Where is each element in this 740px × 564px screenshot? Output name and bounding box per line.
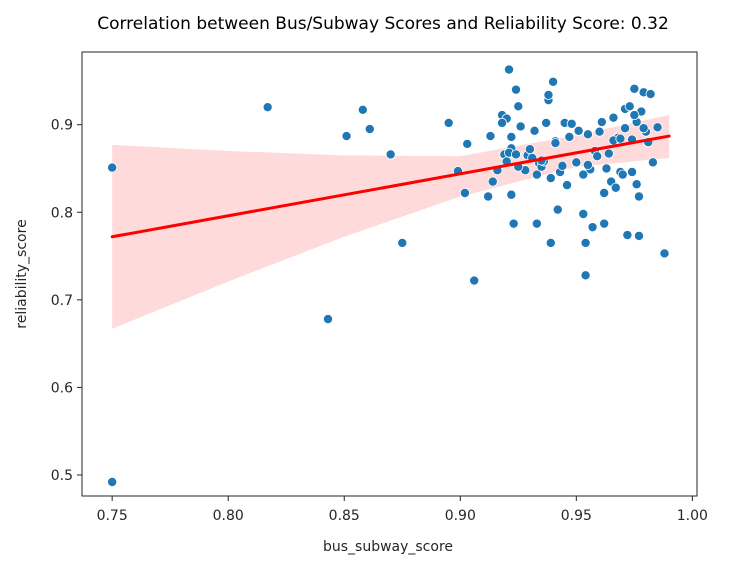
data-point xyxy=(608,112,619,123)
data-point xyxy=(541,117,552,128)
y-tick-label: 0.6 xyxy=(51,380,73,396)
data-point xyxy=(580,237,591,248)
data-point xyxy=(341,131,352,142)
data-point xyxy=(573,125,584,136)
data-point xyxy=(557,160,568,171)
data-point xyxy=(513,101,524,112)
data-point xyxy=(610,182,621,193)
data-point xyxy=(529,125,540,136)
data-point xyxy=(107,476,118,487)
data-point xyxy=(566,118,577,129)
data-point xyxy=(550,138,561,149)
data-point xyxy=(364,124,375,135)
data-point xyxy=(633,230,644,241)
data-point xyxy=(582,129,593,140)
data-point xyxy=(603,148,614,159)
data-point xyxy=(459,187,470,198)
y-axis-ticks: 0.5 0.6 0.7 0.8 0.9 xyxy=(51,118,82,484)
data-point xyxy=(545,173,556,184)
data-point xyxy=(592,151,603,162)
x-tick-label: 0.85 xyxy=(329,508,360,524)
y-tick-label: 0.7 xyxy=(51,293,73,309)
data-point xyxy=(617,169,628,180)
data-point xyxy=(504,64,515,75)
data-point xyxy=(594,126,605,137)
data-point xyxy=(262,102,273,113)
data-point xyxy=(578,169,589,180)
x-tick-label: 1.00 xyxy=(677,508,708,524)
data-point xyxy=(107,162,118,173)
data-point xyxy=(462,138,473,149)
data-point xyxy=(497,117,508,128)
data-point xyxy=(638,123,649,134)
data-point xyxy=(596,117,607,128)
data-point xyxy=(659,248,670,259)
data-point xyxy=(633,191,644,202)
y-tick-label: 0.9 xyxy=(51,118,73,134)
y-axis-label: reliability_score xyxy=(14,219,30,328)
data-point xyxy=(624,101,635,112)
data-point xyxy=(469,275,480,286)
x-tick-label: 0.90 xyxy=(445,508,476,524)
data-point xyxy=(357,104,368,115)
data-point xyxy=(443,117,454,128)
data-point xyxy=(545,237,556,248)
data-point xyxy=(645,89,656,100)
x-axis-ticks: 0.75 0.80 0.85 0.90 0.95 1.00 xyxy=(97,496,708,524)
data-point xyxy=(620,123,631,134)
x-tick-label: 0.95 xyxy=(561,508,592,524)
data-point xyxy=(578,209,589,220)
regression-line-layer xyxy=(110,134,671,239)
data-point xyxy=(487,176,498,187)
data-point xyxy=(599,187,610,198)
y-tick-label: 0.8 xyxy=(51,205,73,221)
data-point xyxy=(599,218,610,229)
data-point xyxy=(622,230,633,241)
data-point xyxy=(524,144,535,155)
data-point xyxy=(510,149,521,160)
regression-line xyxy=(110,134,671,239)
data-point xyxy=(543,89,554,100)
data-point xyxy=(647,157,658,168)
data-point xyxy=(385,149,396,160)
data-point xyxy=(515,121,526,132)
data-point xyxy=(601,163,612,174)
data-point xyxy=(506,189,517,200)
plot-frame xyxy=(81,51,698,497)
data-point xyxy=(580,270,591,281)
x-axis-label: bus_subway_score xyxy=(323,539,453,555)
data-point xyxy=(562,180,573,191)
data-point xyxy=(506,131,517,142)
data-point xyxy=(483,191,494,202)
data-point xyxy=(564,131,575,142)
data-point xyxy=(631,179,642,190)
data-point xyxy=(552,204,563,215)
data-point xyxy=(322,314,333,325)
x-tick-label: 0.75 xyxy=(97,508,128,524)
data-point xyxy=(587,222,598,233)
data-point xyxy=(652,122,663,133)
data-point xyxy=(629,110,640,121)
data-point xyxy=(508,218,519,229)
data-point xyxy=(531,218,542,229)
chart-title: Correlation between Bus/Subway Scores an… xyxy=(97,14,669,34)
data-point xyxy=(629,83,640,94)
y-tick-label: 0.5 xyxy=(51,468,73,484)
data-point xyxy=(615,133,626,144)
data-point xyxy=(627,166,638,177)
data-point xyxy=(582,159,593,170)
data-point xyxy=(485,131,496,142)
data-point xyxy=(397,237,408,248)
data-point xyxy=(548,76,559,87)
data-point xyxy=(531,169,542,180)
data-point xyxy=(571,157,582,168)
x-tick-label: 0.80 xyxy=(213,508,244,524)
data-point xyxy=(510,84,521,95)
